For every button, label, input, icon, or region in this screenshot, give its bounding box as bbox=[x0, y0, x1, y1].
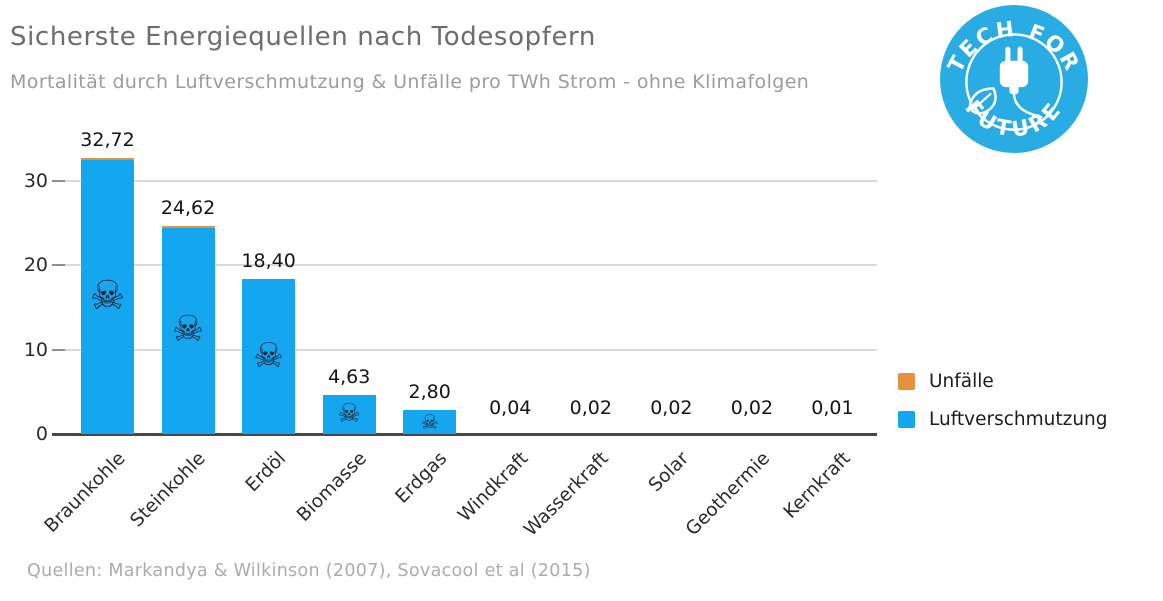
value-label-biomasse: 4,63 bbox=[327, 365, 371, 388]
bar-biomasse-luftverschmutzung bbox=[322, 395, 376, 434]
skull-icon: ☠ bbox=[253, 336, 284, 377]
legend-item-unfaelle: Unfälle bbox=[898, 371, 1108, 392]
page-subtitle: Mortalität durch Luftverschmutzung & Unf… bbox=[10, 71, 810, 93]
value-label-geothermie: 0,02 bbox=[730, 397, 774, 419]
legend-label-unfaelle: Unfälle bbox=[929, 371, 994, 392]
ytick-label-20: 20 bbox=[23, 254, 48, 277]
legend-item-luftverschmutzung: Luftverschmutzung bbox=[898, 409, 1108, 430]
bar-braunkohle-luftverschmutzung bbox=[81, 160, 134, 434]
value-label-erdol: 18,40 bbox=[241, 249, 296, 272]
ytick-label-0: 0 bbox=[35, 423, 48, 445]
ytick-dash-30 bbox=[52, 179, 65, 182]
x-axis-line bbox=[52, 433, 877, 436]
skull-icon: ☠ bbox=[171, 309, 205, 351]
ytick-dash-20 bbox=[52, 264, 65, 267]
legend-swatch-luftverschmutzung bbox=[898, 411, 915, 428]
logo-cord-circle bbox=[965, 33, 1063, 131]
value-label-erdgas: 2,80 bbox=[408, 381, 451, 404]
x-axis-label-biomasse: Biomasse bbox=[293, 448, 372, 526]
skull-icon: ☠ bbox=[337, 399, 361, 430]
x-axis-label-erdol: Erdöl bbox=[242, 448, 291, 497]
value-label-braunkohle: 32,72 bbox=[80, 128, 135, 151]
tech-for-future-logo: TECH FOR FUTURE bbox=[940, 5, 1088, 153]
x-axis-label-wasserkraft: Wasserkraft bbox=[520, 448, 613, 541]
x-axis-label-braunkohle: Braunkohle bbox=[40, 448, 130, 537]
bar-erdol-luftverschmutzung bbox=[242, 278, 296, 434]
leaf-icon bbox=[968, 87, 997, 115]
gridline-20 bbox=[64, 264, 877, 267]
plug-icon bbox=[999, 46, 1043, 119]
x-axis-label-steinkohle: Steinkohle bbox=[126, 448, 210, 532]
bar-erdgas-luftverschmutzung bbox=[403, 410, 457, 434]
value-label-wasserkraft: 0,02 bbox=[569, 397, 612, 419]
value-label-steinkohle: 24,62 bbox=[160, 197, 216, 220]
value-label-solar: 0,02 bbox=[650, 397, 693, 419]
value-label-kernkraft: 0,01 bbox=[811, 397, 854, 419]
gridline-30 bbox=[64, 179, 877, 182]
legend-label-luftverschmutzung: Luftverschmutzung bbox=[929, 409, 1108, 430]
skull-icon: ☠ bbox=[89, 272, 126, 319]
x-axis-label-geothermie: Geothermie bbox=[681, 448, 774, 541]
skull-icon: ☠ bbox=[420, 410, 439, 435]
bar-braunkohle-unfalle bbox=[81, 157, 134, 161]
gridline-10 bbox=[64, 348, 877, 351]
bar-steinkohle-unfalle bbox=[161, 226, 215, 229]
x-axis-label-solar: Solar bbox=[645, 448, 694, 497]
chart-legend: Unfälle Luftverschmutzung bbox=[898, 371, 1108, 447]
page-title: Sicherste Energiequellen nach Todesopfer… bbox=[10, 22, 596, 52]
legend-swatch-unfaelle bbox=[898, 373, 915, 390]
x-axis-label-windkraft: Windkraft bbox=[453, 448, 533, 527]
bar-steinkohle-luftverschmutzung bbox=[161, 228, 215, 434]
ytick-label-30: 30 bbox=[23, 169, 48, 192]
x-axis-label-erdgas: Erdgas bbox=[391, 448, 452, 508]
source-note: Quellen: Markandya & Wilkinson (2007), S… bbox=[27, 561, 591, 581]
ytick-dash-10 bbox=[52, 348, 65, 351]
x-axis-label-kernkraft: Kernkraft bbox=[779, 448, 855, 523]
value-label-windkraft: 0,04 bbox=[489, 397, 532, 419]
ytick-label-10: 10 bbox=[23, 338, 48, 361]
